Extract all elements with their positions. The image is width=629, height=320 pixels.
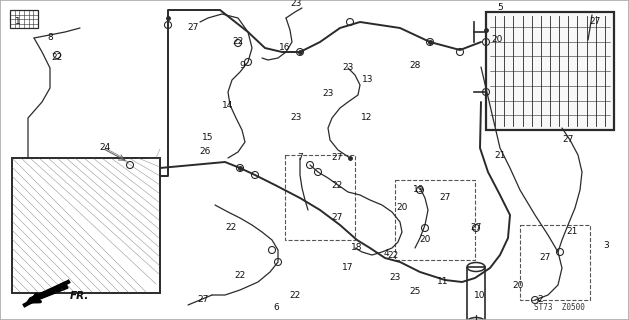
Text: 22: 22 bbox=[232, 37, 243, 46]
Text: 9: 9 bbox=[239, 60, 245, 69]
Bar bbox=[467, 267, 485, 320]
Text: 22: 22 bbox=[225, 223, 237, 233]
Text: 23: 23 bbox=[291, 0, 302, 7]
Text: 27: 27 bbox=[589, 18, 601, 27]
Text: 13: 13 bbox=[362, 76, 374, 84]
Bar bbox=[486, 12, 614, 130]
Text: 12: 12 bbox=[361, 114, 373, 123]
Text: 3: 3 bbox=[603, 241, 609, 250]
Text: 20: 20 bbox=[396, 203, 408, 212]
Bar bbox=[520, 225, 590, 300]
Text: 27: 27 bbox=[198, 295, 209, 305]
Text: 15: 15 bbox=[203, 133, 214, 142]
Text: 27: 27 bbox=[539, 253, 550, 262]
Text: 17: 17 bbox=[342, 263, 353, 273]
Text: 21: 21 bbox=[566, 228, 577, 236]
Text: 27: 27 bbox=[331, 154, 343, 163]
Text: 10: 10 bbox=[474, 291, 486, 300]
Text: ST73  Z0500: ST73 Z0500 bbox=[533, 303, 584, 312]
Text: 20: 20 bbox=[512, 281, 524, 290]
Bar bbox=[12, 158, 160, 293]
Text: 27: 27 bbox=[562, 135, 574, 145]
Text: 27: 27 bbox=[187, 23, 199, 33]
Text: 18: 18 bbox=[351, 244, 363, 252]
Text: FR.: FR. bbox=[70, 291, 89, 301]
Text: 28: 28 bbox=[409, 60, 421, 69]
Text: 4: 4 bbox=[383, 249, 389, 258]
Text: 25: 25 bbox=[409, 287, 421, 297]
Text: 22: 22 bbox=[387, 251, 399, 260]
Text: 14: 14 bbox=[222, 100, 234, 109]
Text: 11: 11 bbox=[437, 277, 448, 286]
Text: 22: 22 bbox=[289, 291, 301, 300]
Text: 27: 27 bbox=[439, 194, 451, 203]
Text: 8: 8 bbox=[47, 34, 53, 43]
Text: 2: 2 bbox=[537, 295, 543, 305]
Text: 24: 24 bbox=[99, 143, 111, 153]
Text: 23: 23 bbox=[291, 114, 302, 123]
Polygon shape bbox=[25, 282, 68, 305]
Bar bbox=[285, 155, 355, 240]
Text: 19: 19 bbox=[413, 186, 425, 195]
Text: 23: 23 bbox=[342, 63, 353, 73]
Text: 26: 26 bbox=[199, 148, 211, 156]
Text: 22: 22 bbox=[235, 270, 246, 279]
Text: 20: 20 bbox=[491, 36, 503, 44]
Text: 7: 7 bbox=[297, 154, 303, 163]
Text: 27: 27 bbox=[331, 213, 343, 222]
Text: 22: 22 bbox=[331, 180, 343, 189]
Text: 22: 22 bbox=[52, 52, 63, 61]
Text: 20: 20 bbox=[420, 236, 431, 244]
Text: 21: 21 bbox=[494, 150, 506, 159]
Bar bbox=[395, 180, 475, 260]
Text: 23: 23 bbox=[322, 89, 334, 98]
Text: 16: 16 bbox=[279, 44, 291, 52]
Text: 1: 1 bbox=[15, 18, 21, 27]
Bar bbox=[10, 10, 38, 28]
Text: 6: 6 bbox=[273, 303, 279, 313]
Text: 23: 23 bbox=[389, 274, 401, 283]
Text: 5: 5 bbox=[497, 4, 503, 12]
Text: 27: 27 bbox=[470, 223, 482, 233]
